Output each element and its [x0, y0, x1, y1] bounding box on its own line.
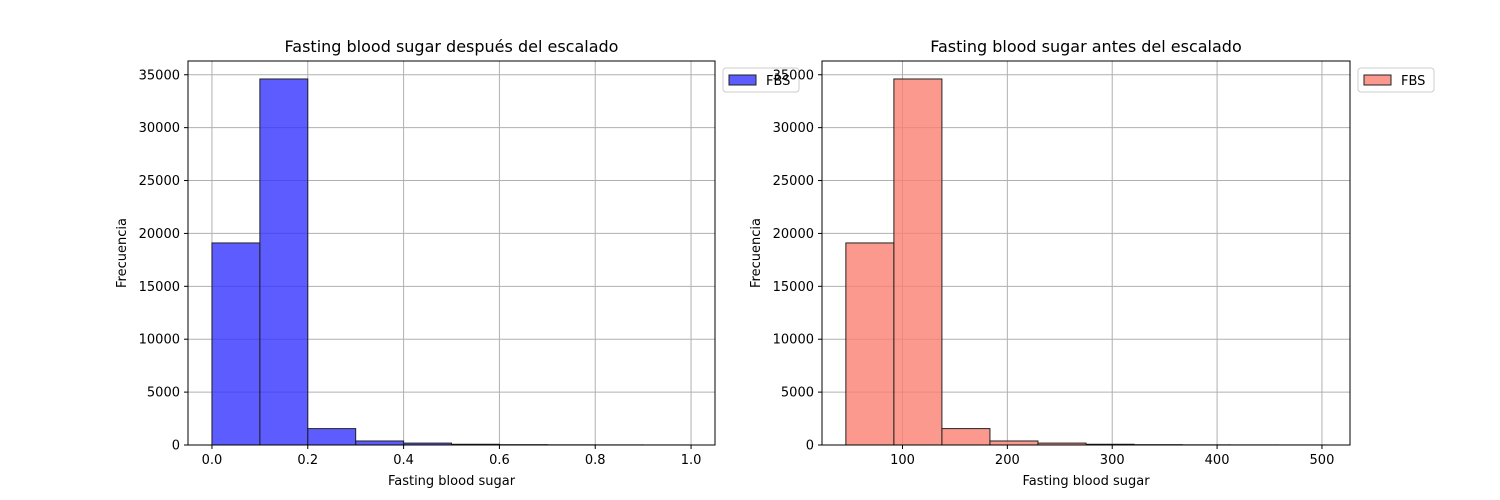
x-tick-label: 0.2 [297, 453, 318, 468]
plot-area-frame [821, 60, 1351, 446]
legend-label: FBS [766, 74, 790, 89]
y-tick-label: 25000 [773, 174, 814, 189]
y-tick-label: 20000 [773, 227, 814, 242]
histogram-bar [355, 440, 405, 446]
x-tick-label: 400 [1205, 453, 1230, 468]
x-tick-label: 1.0 [681, 453, 702, 468]
y-tick-label: 20000 [139, 227, 180, 242]
legend-label: FBS [1401, 74, 1425, 89]
histogram-bar [941, 428, 991, 446]
y-tick-label: 5000 [781, 386, 814, 401]
y-tick-label: 35000 [139, 68, 180, 83]
y-tick-label: 0 [172, 439, 180, 454]
histogram-bar [307, 428, 357, 446]
y-tick-label: 5000 [147, 386, 180, 401]
x-tick-label: 300 [1100, 453, 1125, 468]
x-tick-label: 0.8 [585, 453, 606, 468]
y-tick-label: 25000 [139, 174, 180, 189]
legend-box [1357, 67, 1435, 93]
legend-swatch [1363, 74, 1392, 86]
x-axis-label: Fasting blood sugar [388, 474, 516, 489]
x-tick-label: 0.4 [393, 453, 414, 468]
legend: FBS [722, 67, 800, 93]
y-tick-label: 15000 [773, 280, 814, 295]
histogram-bar [845, 242, 895, 446]
chart-panel-1: 0.0 0.2 0.4 0.6 0.8 1.0 0 5000 10000 15000 20000 25… [115, 37, 800, 489]
x-tick-label: 0.0 [202, 453, 223, 468]
x-tick-label: 100 [890, 453, 915, 468]
legend-box [722, 67, 800, 93]
x-axis-label: Fasting blood sugar [1022, 474, 1150, 489]
x-tick-label: 200 [995, 453, 1020, 468]
chart-title: Fasting blood sugar antes del escalado [930, 37, 1242, 56]
histogram-bar [259, 78, 309, 446]
y-tick-label: 35000 [773, 68, 814, 83]
histogram-bar [211, 242, 261, 446]
x-tick-label: 500 [1310, 453, 1335, 468]
y-tick-label: 30000 [773, 121, 814, 136]
x-tick-label: 0.6 [489, 453, 510, 468]
histogram-bar [893, 78, 943, 446]
legend: FBS [1357, 67, 1435, 93]
y-axis-label: Frecuencia [115, 218, 130, 288]
y-tick-label: 15000 [139, 280, 180, 295]
plot-area-frame [187, 60, 716, 446]
y-tick-label: 10000 [139, 333, 180, 348]
histogram-bar [989, 440, 1039, 446]
chart-panel-2: 100 200 300 400 5000500010000150002000025000… [749, 37, 1435, 489]
y-tick-label: 0 [806, 439, 814, 454]
y-axis-label: Frecuencia [749, 218, 764, 288]
y-tick-label: 30000 [139, 121, 180, 136]
y-tick-label: 10000 [773, 333, 814, 348]
chart-title: Fasting blood sugar después del escalado [285, 37, 619, 56]
legend-swatch [728, 74, 757, 86]
